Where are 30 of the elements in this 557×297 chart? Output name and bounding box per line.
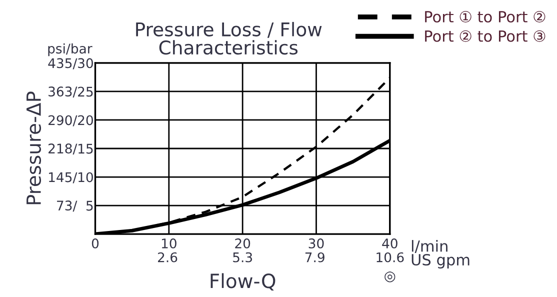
text: psi/bar (48, 43, 92, 56)
x-tick-label: 40 (382, 238, 398, 248)
y-tick-label: 20 (78, 115, 93, 126)
legend-label: Port ② to Port ③ (425, 30, 546, 42)
x-tick-label: 30 (308, 238, 324, 248)
y2-axis-title: Pressure-ΔP (26, 92, 42, 204)
y-tick-label: 5 (86, 200, 93, 211)
y2-tick-label: 73/ (57, 200, 78, 212)
x2-tick-label: 2.6 (158, 252, 178, 262)
y-tick-label: 10 (78, 172, 93, 182)
x-axis-title: Flow-Q (210, 273, 276, 290)
y2-tick-label: 435/ (48, 58, 78, 70)
x2-tick-label: 5.3 (233, 252, 252, 262)
y2-tick-label: 145/ (49, 172, 78, 184)
legend-label: Port ① to Port ② (425, 11, 546, 23)
chart-title: Pressure Loss / Flow Characteristics (136, 22, 322, 55)
y2-tick-label: 218/ (48, 144, 78, 155)
y2-tick-label: 290/ (48, 115, 78, 126)
text: US gpm (412, 254, 470, 268)
y-tick-label: 30 (78, 58, 93, 68)
y-tick-label: 25 (78, 86, 93, 97)
x2-tick-label: 7.9 (305, 252, 324, 262)
y2-tick-label: 363/ (48, 86, 78, 98)
text: l/min (412, 240, 448, 254)
x2-tick-label: 10.6 (376, 252, 404, 262)
y-tick-label: 15 (78, 144, 93, 154)
x-tick-label: 10 (162, 238, 176, 248)
text: ◎ (384, 272, 396, 282)
x-tick-label: 0 (92, 238, 99, 248)
x-tick-label: 20 (235, 238, 250, 248)
